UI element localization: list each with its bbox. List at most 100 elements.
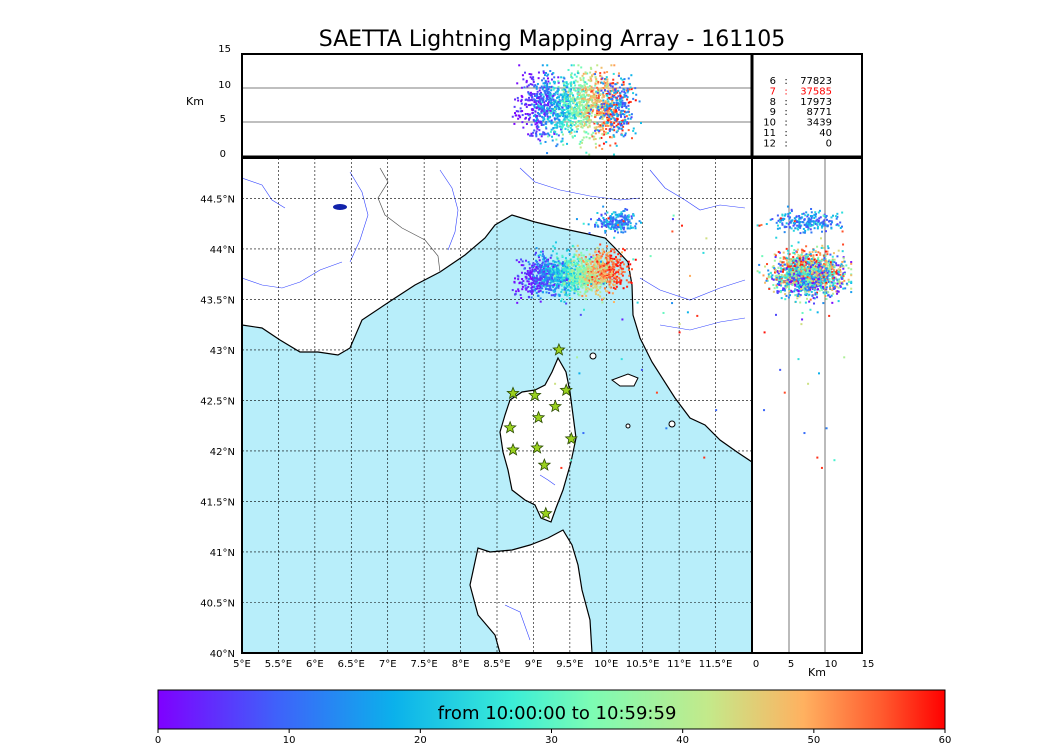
lightning-source	[705, 237, 708, 240]
lightning-source-top	[584, 123, 587, 126]
lightning-source-top	[580, 125, 583, 128]
lightning-source	[621, 251, 624, 254]
lightning-source	[582, 266, 585, 269]
lightning-source-top	[566, 117, 569, 120]
lightning-source	[608, 227, 611, 230]
lightning-source-top	[620, 77, 623, 80]
lightning-source-side	[806, 292, 809, 295]
lightning-source-top	[570, 72, 573, 75]
lightning-source-top	[623, 120, 626, 123]
lightning-source	[521, 283, 524, 286]
lightning-source-side	[796, 276, 799, 279]
lightning-source-top	[591, 95, 594, 98]
lightning-source	[615, 285, 618, 288]
lightning-source-top	[597, 105, 600, 108]
lightning-source-top	[560, 125, 563, 128]
lightning-source	[617, 214, 620, 217]
lightning-source-top	[552, 94, 555, 97]
lightning-source-top	[587, 132, 590, 135]
lightning-source	[604, 270, 607, 273]
lightning-source-side	[838, 278, 841, 281]
lightning-source-top	[550, 128, 553, 131]
lightning-source	[564, 257, 567, 260]
lightning-source	[594, 286, 597, 289]
lightning-source-side	[767, 276, 770, 279]
lightning-source	[623, 263, 626, 266]
lightning-source-top	[557, 87, 560, 90]
lightning-source	[579, 273, 582, 276]
lightning-source-side	[799, 289, 802, 292]
lightning-source-side	[789, 294, 792, 297]
lightning-source	[539, 297, 542, 300]
lightning-source-side	[815, 269, 818, 272]
lightning-source-top	[538, 107, 541, 110]
lightning-source-top	[598, 110, 601, 113]
lightning-source-side	[797, 260, 800, 263]
lightning-source-side	[782, 263, 785, 266]
lightning-source-top	[561, 127, 564, 130]
lightning-source-top	[620, 90, 623, 93]
lightning-source-side	[811, 260, 814, 263]
lightning-source-side	[789, 258, 792, 261]
lightning-source	[533, 285, 536, 288]
lightning-source	[566, 285, 569, 288]
lightning-source-top	[591, 104, 594, 107]
station-count-n: 12	[763, 138, 776, 149]
lightning-source-side	[824, 294, 827, 297]
lightning-source-top	[620, 122, 623, 125]
lightning-source-side	[777, 250, 780, 253]
lightning-source-top	[584, 72, 587, 75]
lightning-source-top	[555, 103, 558, 106]
lightning-source-top	[618, 121, 621, 124]
lightning-source	[598, 286, 601, 289]
lightning-source	[557, 260, 560, 263]
lightning-source-side	[844, 287, 847, 290]
lightning-source	[578, 275, 581, 278]
lightning-source	[577, 274, 580, 277]
lightning-source-side	[794, 262, 797, 265]
lightning-source-top	[513, 122, 516, 125]
lightning-source	[536, 278, 539, 281]
lightning-source-top	[606, 95, 609, 98]
lightning-source	[537, 265, 540, 268]
rivers	[242, 167, 746, 641]
lightning-source-top	[565, 111, 568, 114]
lightning-source-top	[604, 78, 607, 81]
lightning-source-top	[607, 112, 610, 115]
lightning-source	[623, 209, 626, 212]
lightning-source-side	[795, 257, 798, 260]
lightning-source-side	[839, 281, 842, 284]
lightning-source-side	[815, 270, 818, 273]
lightning-source	[528, 283, 531, 286]
lightning-source-top	[575, 102, 578, 105]
lightning-source-top	[593, 122, 596, 125]
lightning-source-top	[603, 86, 606, 89]
lightning-source-side	[840, 263, 843, 266]
lightning-source-side	[831, 275, 834, 278]
lightning-source	[584, 276, 587, 279]
lightning-source	[574, 268, 577, 271]
lightning-source-side	[780, 297, 783, 300]
lightning-source-top	[586, 116, 589, 119]
lightning-source	[541, 253, 544, 256]
lightning-source-top	[560, 128, 563, 131]
lightning-source	[545, 267, 548, 270]
lightning-source-top	[579, 79, 582, 82]
lightning-source	[547, 266, 550, 269]
lightning-source-top	[563, 118, 566, 121]
lightning-source	[549, 287, 552, 290]
lightning-source-top	[634, 99, 637, 102]
lightning-source-top	[569, 112, 572, 115]
lightning-source-side	[798, 284, 801, 287]
lightning-source	[600, 272, 603, 275]
lightning-source-top	[535, 116, 538, 119]
lightning-source-top	[598, 129, 601, 132]
lightning-source	[580, 261, 583, 264]
lightning-source-top	[528, 73, 531, 76]
lightning-source	[555, 256, 558, 259]
lightning-source-side	[828, 277, 831, 280]
lightning-source-top	[542, 104, 545, 107]
lightning-source-top	[540, 123, 543, 126]
lightning-source	[612, 265, 615, 268]
lightning-source	[530, 296, 533, 299]
